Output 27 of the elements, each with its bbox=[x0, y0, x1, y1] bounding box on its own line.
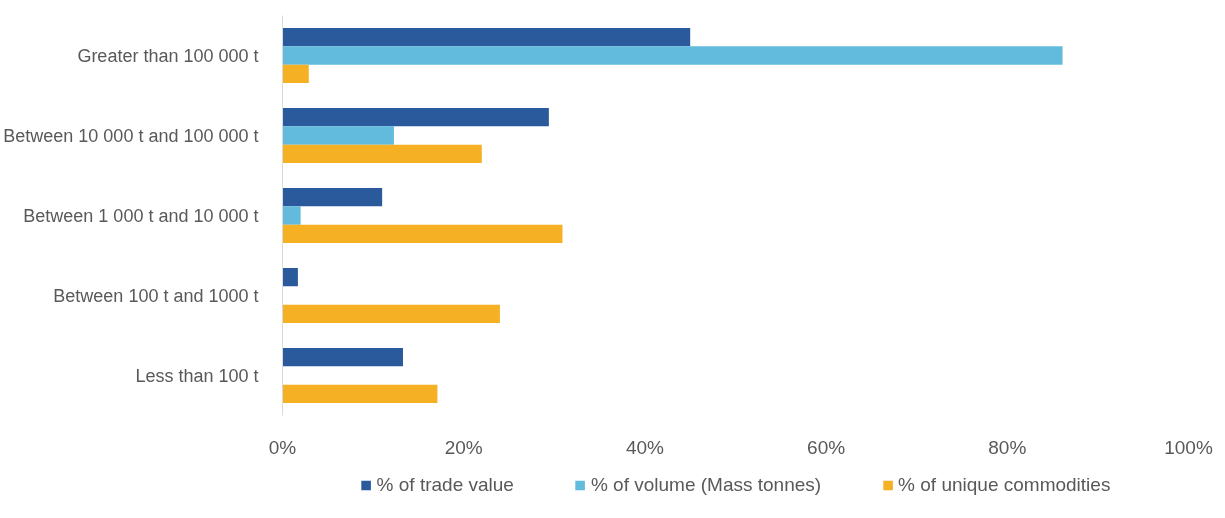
x-tick-label: 20% bbox=[444, 436, 483, 458]
bar bbox=[282, 64, 309, 83]
bar bbox=[282, 304, 500, 323]
bar bbox=[282, 268, 298, 287]
bar bbox=[282, 108, 549, 127]
x-tick-label: 100% bbox=[1164, 436, 1213, 458]
bar bbox=[282, 144, 482, 163]
y-tick-label: Between 1 000 t and 10 000 t bbox=[23, 205, 259, 226]
bar bbox=[282, 28, 691, 47]
x-tick-label: 60% bbox=[807, 436, 846, 458]
legend-label: % of unique commodities bbox=[898, 474, 1111, 496]
bar bbox=[282, 206, 301, 225]
legend-label: % of volume (Mass tonnes) bbox=[590, 474, 822, 496]
y-tick-label: Less than 100 t bbox=[135, 365, 259, 386]
x-tick-label: 40% bbox=[625, 436, 665, 458]
legend-label: % of trade value bbox=[376, 474, 514, 496]
x-tick-label: 80% bbox=[988, 436, 1027, 458]
bar bbox=[282, 224, 563, 243]
bar bbox=[282, 46, 1063, 65]
bar bbox=[282, 188, 383, 207]
bar bbox=[282, 126, 394, 145]
y-tick-label: Between 100 t and 1000 t bbox=[53, 285, 259, 306]
x-tick-label: 0% bbox=[268, 436, 297, 458]
y-tick-label: Between 10 000 t and 100 000 t bbox=[3, 125, 259, 146]
y-tick-label: Greater than 100 000 t bbox=[77, 45, 259, 66]
bar bbox=[282, 384, 438, 403]
bar bbox=[282, 348, 403, 367]
